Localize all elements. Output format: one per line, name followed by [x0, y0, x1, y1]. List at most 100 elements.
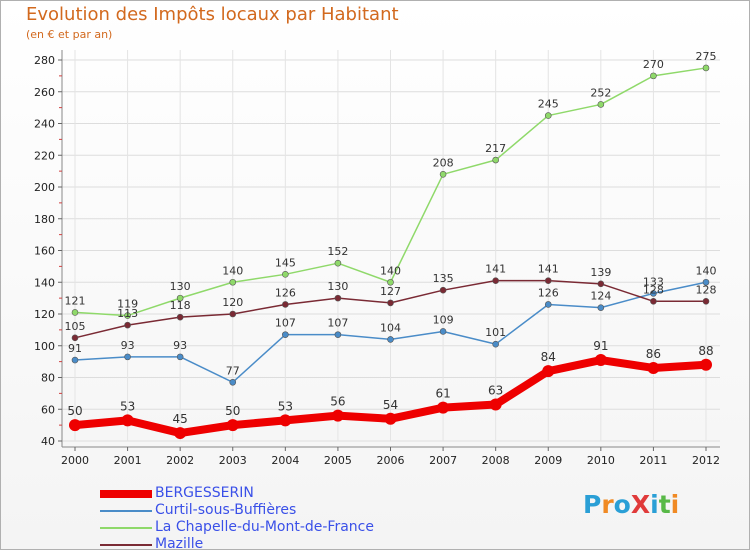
data-point [334, 294, 342, 302]
data-label: 84 [541, 350, 556, 364]
data-label: 128 [643, 283, 664, 296]
data-label: 45 [173, 412, 188, 426]
data-label: 120 [222, 296, 243, 309]
data-label: 130 [327, 280, 348, 293]
data-label: 128 [696, 283, 717, 296]
data-point [176, 313, 184, 321]
data-point [229, 378, 237, 386]
x-tick-label: 2002 [166, 454, 194, 467]
data-point [544, 301, 552, 308]
data-label: 107 [275, 317, 296, 330]
legend-swatch [100, 510, 152, 512]
data-label: 127 [380, 285, 401, 298]
data-point [597, 304, 605, 311]
data-label: 104 [380, 321, 401, 334]
y-tick-label: 280 [34, 54, 55, 67]
legend-label: Curtil-sous-Buffières [155, 502, 297, 518]
x-tick-label: 2004 [271, 454, 299, 467]
data-label: 119 [117, 298, 138, 311]
data-label: 109 [433, 313, 454, 326]
data-label: 145 [275, 256, 296, 269]
y-tick-label: 160 [34, 245, 55, 258]
data-label: 245 [538, 98, 559, 111]
data-point [702, 278, 710, 286]
y-tick-label: 220 [34, 149, 55, 162]
data-label: 141 [485, 263, 506, 276]
data-label: 140 [380, 264, 401, 277]
legend-swatch [100, 544, 152, 546]
proxiti-logo: ProXiti [583, 490, 680, 519]
data-point [437, 401, 450, 414]
data-label: 139 [590, 266, 611, 279]
data-label: 77 [226, 364, 240, 377]
x-tick-label: 2012 [692, 454, 720, 467]
data-point [279, 414, 292, 427]
x-tick-label: 2001 [114, 454, 142, 467]
y-tick-label: 260 [34, 86, 55, 99]
data-label: 133 [643, 275, 664, 288]
data-point [71, 356, 79, 364]
data-label: 56 [330, 395, 345, 409]
data-point [702, 64, 710, 72]
data-point [229, 278, 237, 286]
data-point [544, 112, 552, 119]
x-tick-label: 2009 [534, 454, 562, 467]
data-label: 217 [485, 142, 506, 155]
data-point [492, 277, 499, 284]
legend-label: BERGESSERIN [155, 485, 254, 501]
data-point [702, 297, 710, 305]
y-tick-label: 60 [41, 403, 55, 416]
data-label: 118 [170, 299, 191, 312]
legend-swatch [100, 490, 152, 498]
data-label: 208 [433, 156, 454, 169]
data-point [282, 271, 289, 278]
x-tick-label: 2011 [639, 454, 667, 467]
data-point [492, 340, 499, 348]
data-point [647, 361, 660, 374]
data-label: 54 [383, 398, 398, 412]
data-label: 91 [68, 342, 82, 355]
data-point [176, 294, 184, 302]
data-point [121, 414, 134, 427]
data-label: 53 [120, 399, 135, 413]
data-label: 61 [435, 387, 450, 401]
data-label: 152 [327, 245, 348, 258]
data-label: 113 [117, 307, 138, 320]
data-label: 50 [225, 404, 240, 418]
y-tick-label: 120 [34, 308, 55, 321]
data-point [176, 353, 184, 361]
data-point [282, 331, 289, 338]
x-tick-label: 2000 [61, 454, 89, 467]
data-label: 252 [590, 86, 611, 99]
data-point [489, 398, 502, 411]
data-label: 124 [590, 290, 611, 303]
data-point [229, 310, 237, 318]
data-point [331, 409, 344, 422]
data-label: 140 [696, 264, 717, 277]
data-label: 107 [327, 317, 348, 330]
data-point [439, 328, 447, 335]
data-point [544, 277, 552, 284]
data-label: 93 [173, 339, 187, 352]
data-point [597, 280, 605, 288]
data-label: 270 [643, 58, 664, 71]
data-label: 275 [696, 50, 717, 63]
data-label: 130 [170, 280, 191, 293]
data-label: 126 [275, 286, 296, 299]
data-label: 53 [278, 399, 293, 413]
data-label: 63 [488, 383, 503, 397]
y-tick-label: 240 [34, 118, 55, 131]
data-point [174, 427, 187, 440]
data-point [124, 353, 131, 361]
legend-label: Mazille [155, 536, 204, 552]
data-point [650, 72, 657, 80]
y-tick-label: 200 [34, 181, 55, 194]
y-tick-label: 140 [34, 276, 55, 289]
data-point [650, 290, 657, 297]
data-point [542, 365, 555, 378]
x-tick-label: 2003 [219, 454, 247, 467]
data-point [387, 278, 394, 286]
x-tick-label: 2007 [429, 454, 457, 467]
data-point [700, 358, 712, 371]
